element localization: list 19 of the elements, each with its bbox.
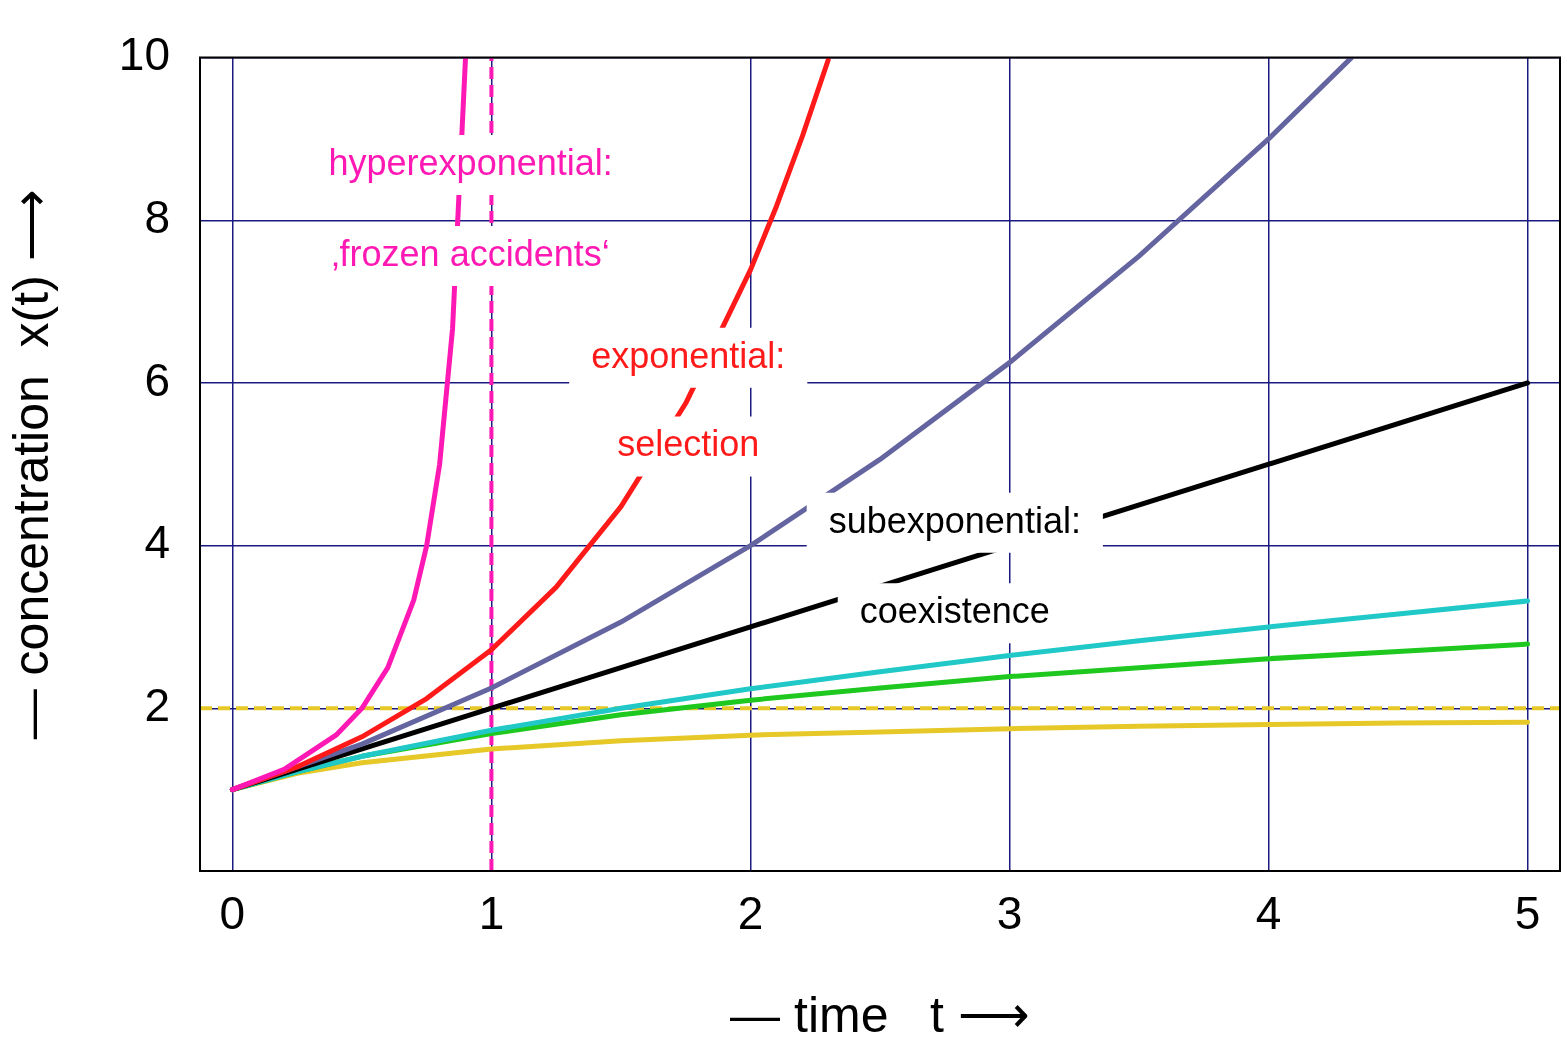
y-tick-label: 6 (144, 353, 170, 406)
annotation: subexponential: (828, 499, 1081, 541)
annotation: hyperexponential: (328, 141, 613, 183)
x-tick-label: 5 (1514, 887, 1541, 940)
annotation: exponential: (591, 334, 786, 376)
x-tick-label: 2 (737, 887, 764, 940)
annotation: ‚frozen accidents‘ (331, 232, 610, 274)
y-tick-label: 4 (144, 516, 170, 569)
x-tick-label: 3 (996, 887, 1023, 940)
y-tick-label: 8 (144, 190, 170, 243)
annotation: selection (617, 423, 760, 465)
annotation: coexistence (859, 590, 1050, 632)
y-tick-label: 2 (144, 679, 170, 732)
x-tick-label: 0 (219, 887, 246, 940)
x-tick-label: 4 (1255, 887, 1282, 940)
x-tick-label: 1 (478, 887, 505, 940)
y-axis-title: — concentration x(t) ⟶ (2, 189, 59, 740)
y-tick-label: 10 (118, 28, 170, 81)
x-axis-title: — time t ⟶ (730, 986, 1030, 1043)
